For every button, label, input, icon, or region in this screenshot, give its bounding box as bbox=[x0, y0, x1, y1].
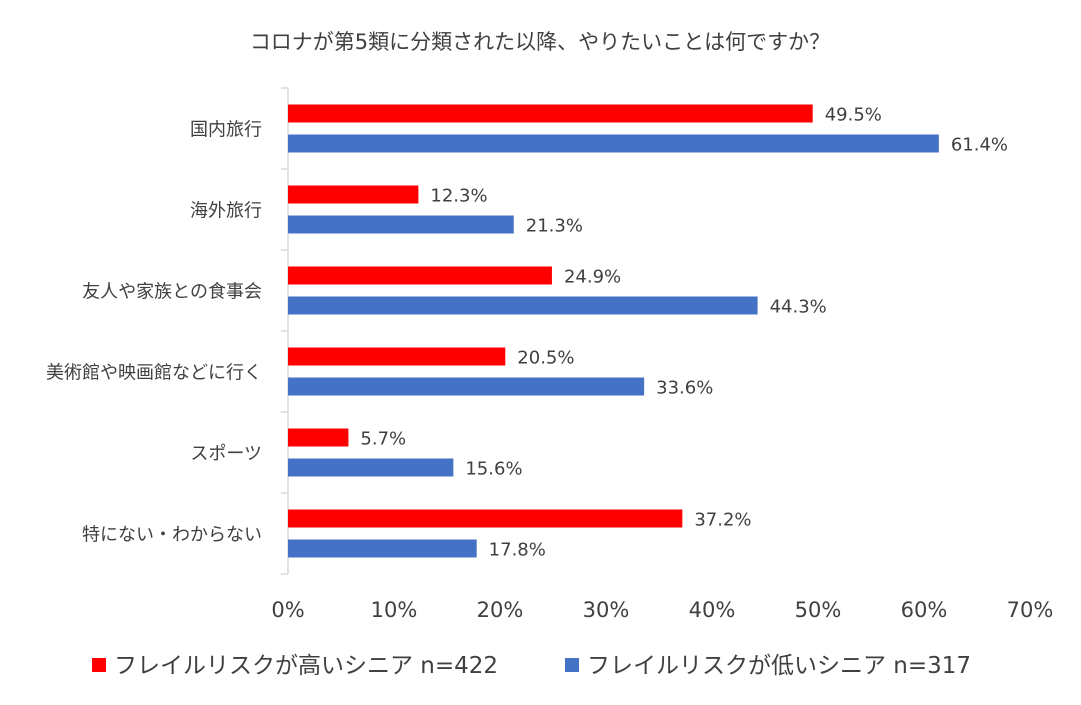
category-label: 海外旅行 bbox=[190, 201, 262, 222]
data-label: 33.6% bbox=[656, 378, 713, 399]
data-label: 5.7% bbox=[360, 429, 406, 450]
category-label: 友人や家族との食事会 bbox=[82, 282, 262, 303]
bar-high-risk bbox=[288, 266, 552, 285]
category-label: スポーツ bbox=[190, 444, 262, 465]
category-labels: 国内旅行海外旅行友人や家族との食事会美術館や映画館などに行くスポーツ特にない・わ… bbox=[46, 120, 262, 546]
bars bbox=[288, 104, 939, 558]
x-tick-label: 0% bbox=[271, 598, 304, 622]
chart-title: コロナが第5類に分類された以降、やりたいことは何ですか？ bbox=[250, 30, 830, 54]
bar-high-risk bbox=[288, 428, 349, 447]
category-label: 国内旅行 bbox=[190, 120, 262, 141]
data-label: 61.4% bbox=[951, 135, 1008, 156]
data-label: 20.5% bbox=[517, 348, 574, 369]
x-tick-label: 30% bbox=[583, 598, 630, 622]
legend-swatch bbox=[92, 658, 106, 672]
category-label: 特にない・わからない bbox=[82, 525, 262, 546]
legend-label: フレイルリスクが低いシニア n=317 bbox=[587, 653, 971, 679]
x-tick-label: 20% bbox=[477, 598, 524, 622]
bar-low-risk bbox=[288, 539, 477, 558]
axis bbox=[281, 87, 289, 575]
category-label: 美術館や映画館などに行く bbox=[46, 363, 262, 384]
legend: フレイルリスクが高いシニア n=422 フレイルリスクが低いシニア n=317 bbox=[92, 653, 971, 679]
data-label: 24.9% bbox=[564, 267, 621, 288]
bar-high-risk bbox=[288, 104, 813, 123]
x-tick-label: 40% bbox=[689, 598, 736, 622]
data-label: 44.3% bbox=[770, 297, 827, 318]
bar-high-risk bbox=[288, 509, 683, 528]
data-label: 21.3% bbox=[526, 216, 583, 237]
bar-high-risk bbox=[288, 347, 506, 366]
bar-low-risk bbox=[288, 377, 645, 396]
data-label: 37.2% bbox=[694, 510, 751, 531]
x-tick-label: 10% bbox=[371, 598, 418, 622]
data-labels: 49.5% 61.4% 12.3% 21.3% 24.9% 44.3% 20.5% 33.6%… bbox=[360, 105, 1008, 561]
bar-high-risk bbox=[288, 185, 419, 204]
x-tick-label: 60% bbox=[901, 598, 948, 622]
data-label: 15.6% bbox=[465, 459, 522, 480]
data-label: 12.3% bbox=[430, 186, 487, 207]
x-tick-label: 70% bbox=[1007, 598, 1054, 622]
bar-low-risk bbox=[288, 215, 514, 234]
legend-label: フレイルリスクが高いシニア n=422 bbox=[114, 653, 498, 679]
data-label: 17.8% bbox=[489, 540, 546, 561]
bar-low-risk bbox=[288, 296, 758, 315]
data-label: 49.5% bbox=[825, 105, 882, 126]
bar-low-risk bbox=[288, 458, 454, 477]
legend-swatch bbox=[565, 658, 579, 672]
x-tick-label: 50% bbox=[795, 598, 842, 622]
x-tick-labels: 0% 10% 20% 30% 40% 50% 60% 70% bbox=[271, 598, 1053, 622]
bar-low-risk bbox=[288, 134, 939, 153]
